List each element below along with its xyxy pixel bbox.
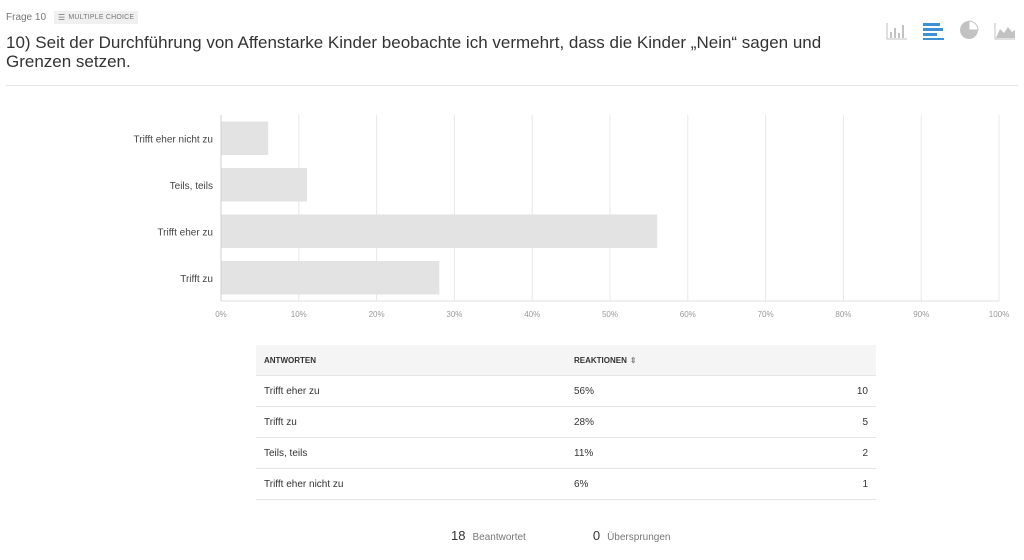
category-label: Trifft zu bbox=[180, 274, 213, 285]
header-divider bbox=[6, 85, 1018, 86]
area-chart-icon[interactable] bbox=[994, 20, 1016, 40]
table-row: Trifft zu 28% 5 bbox=[256, 406, 876, 438]
x-tick-label: 20% bbox=[369, 310, 385, 319]
question-title: 10) Seit der Durchführung von Affenstark… bbox=[6, 33, 822, 71]
answer-cell: Trifft zu bbox=[256, 406, 566, 438]
x-tick-label: 10% bbox=[291, 310, 307, 319]
category-label: Teils, teils bbox=[170, 181, 213, 192]
question-type-badge: ☰ MULTIPLE CHOICE bbox=[54, 11, 139, 24]
x-tick-label: 80% bbox=[835, 310, 851, 319]
category-label: Trifft eher zu bbox=[157, 227, 213, 238]
bar bbox=[221, 214, 658, 248]
percent-cell: 11% bbox=[566, 437, 797, 469]
bar bbox=[221, 261, 440, 295]
x-tick-label: 70% bbox=[758, 310, 774, 319]
x-tick-label: 0% bbox=[215, 310, 227, 319]
pie-chart-icon[interactable] bbox=[958, 20, 980, 40]
table-header-row: ANTWORTEN REAKTIONEN ⇕ bbox=[256, 345, 876, 376]
count-cell: 5 bbox=[796, 406, 876, 438]
bar bbox=[221, 168, 308, 202]
skipped-count: 0 bbox=[592, 528, 601, 543]
responses-table: ANTWORTEN REAKTIONEN ⇕ Trifft eher zu 56%… bbox=[256, 345, 876, 500]
answer-cell: Trifft eher zu bbox=[256, 375, 566, 407]
answered-count: 18 bbox=[451, 528, 466, 543]
chart-view-switcher bbox=[886, 20, 1016, 40]
question-type-label: MULTIPLE CHOICE bbox=[68, 14, 135, 21]
answer-cell: Trifft eher nicht zu bbox=[256, 468, 566, 500]
count-cell: 1 bbox=[796, 468, 876, 500]
horizontal-bar-chart: 0% 10% 20% 30% 40% 50% 60% 70% 80% 90% 100% Trifft … bbox=[134, 115, 1009, 319]
horizontal-bar-chart-icon[interactable] bbox=[922, 20, 944, 40]
count-cell: 10 bbox=[796, 375, 876, 407]
responses-header-label: REAKTIONEN bbox=[574, 355, 627, 365]
question-number: Frage 10 bbox=[6, 12, 47, 23]
answered-label: Beantwortet bbox=[472, 532, 526, 543]
percent-cell: 28% bbox=[566, 406, 797, 438]
percent-cell: 56% bbox=[566, 375, 797, 407]
skipped-label: Übersprungen bbox=[607, 532, 671, 543]
percent-cell: 6% bbox=[566, 468, 797, 500]
x-tick-label: 40% bbox=[524, 310, 540, 319]
count-cell: 2 bbox=[796, 437, 876, 469]
answered-summary: 18 Beantwortet bbox=[451, 528, 526, 543]
x-tick-label: 50% bbox=[602, 310, 618, 319]
category-label: Trifft eher nicht zu bbox=[134, 134, 213, 145]
x-tick-label: 30% bbox=[446, 310, 462, 319]
x-tick-label: 100% bbox=[989, 310, 1009, 319]
question-meta: Frage 10 ☰ MULTIPLE CHOICE bbox=[6, 11, 139, 24]
responses-column-header[interactable]: REAKTIONEN ⇕ bbox=[566, 345, 797, 376]
skipped-summary: 0 Übersprungen bbox=[593, 528, 671, 543]
count-column-header bbox=[796, 345, 876, 376]
x-tick-label: 90% bbox=[913, 310, 929, 319]
table-row: Trifft eher zu 56% 10 bbox=[256, 375, 876, 407]
answers-column-header: ANTWORTEN bbox=[256, 345, 566, 376]
sort-icon[interactable]: ⇕ bbox=[629, 355, 637, 365]
table-row: Teils, teils 11% 2 bbox=[256, 437, 876, 469]
list-icon: ☰ bbox=[58, 13, 66, 22]
answer-cell: Teils, teils bbox=[256, 437, 566, 469]
vertical-bar-chart-icon[interactable] bbox=[886, 20, 908, 40]
response-summary: 18 Beantwortet 0 Übersprungen bbox=[451, 528, 670, 543]
x-tick-label: 60% bbox=[680, 310, 696, 319]
bar bbox=[221, 121, 269, 155]
table-row: Trifft eher nicht zu 6% 1 bbox=[256, 468, 876, 500]
